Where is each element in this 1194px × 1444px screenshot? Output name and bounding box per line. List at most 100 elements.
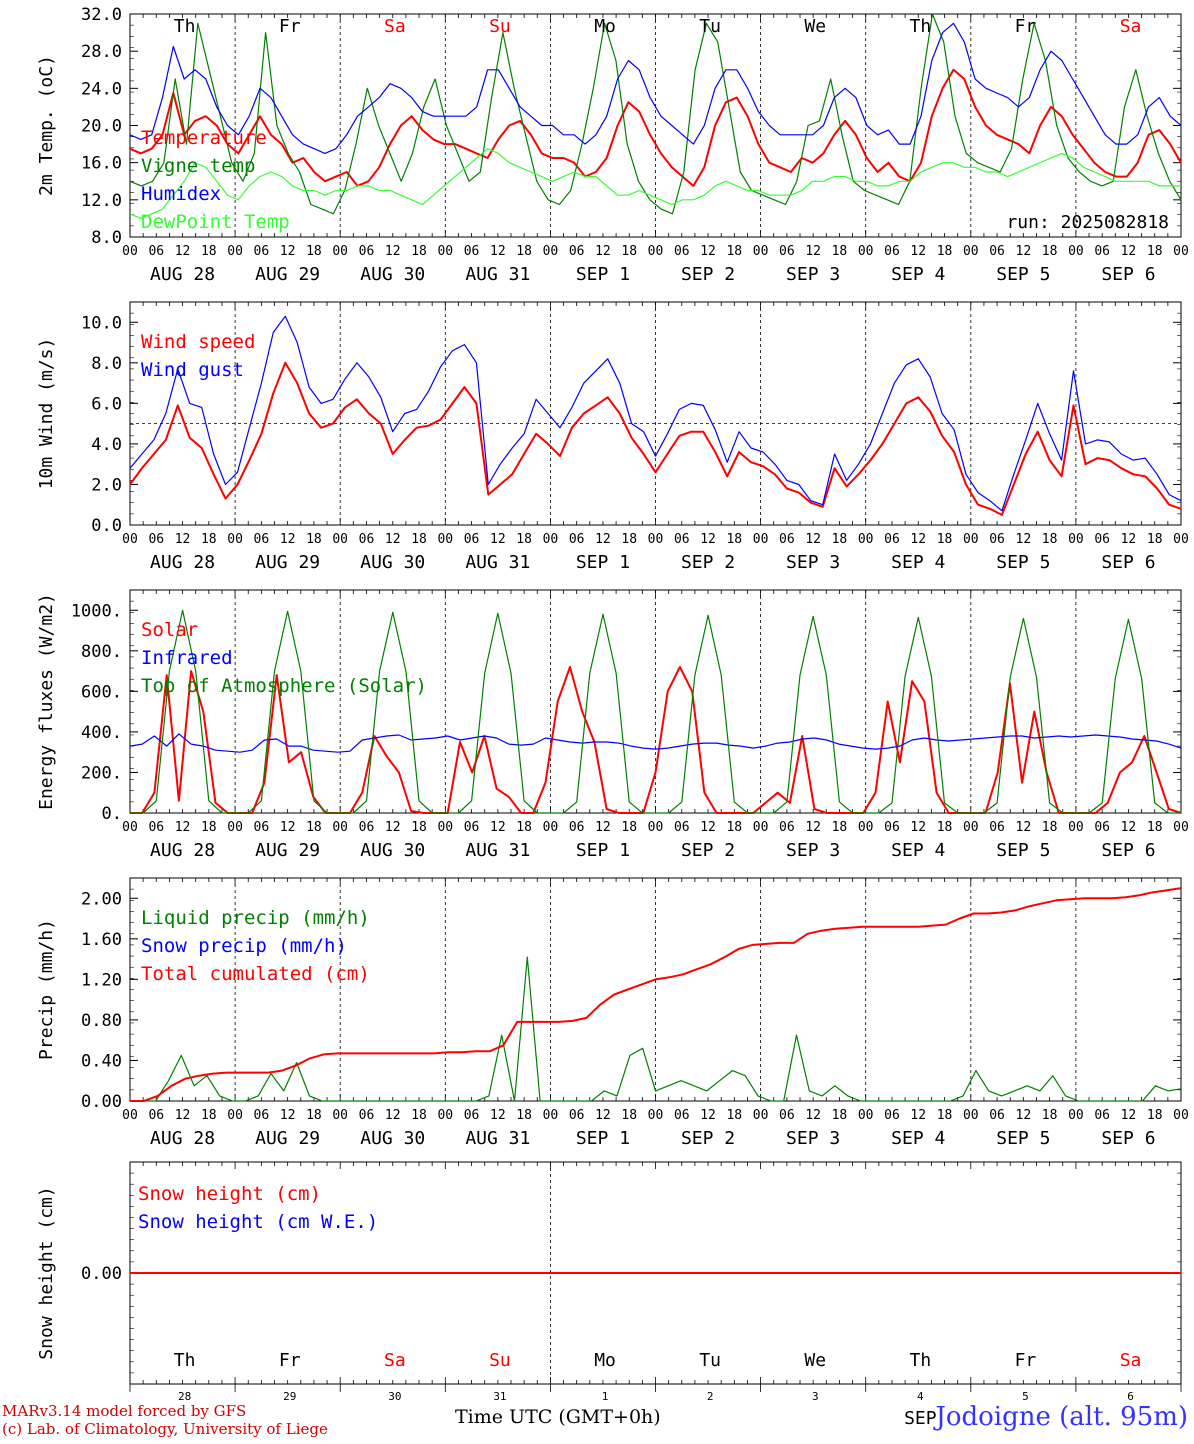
hour-label: 00	[1173, 1108, 1189, 1123]
hour-label: 06	[148, 820, 164, 835]
hour-label: 12	[805, 532, 821, 547]
hour-label: 12	[805, 244, 821, 259]
hour-label: 12	[1016, 244, 1032, 259]
day-name-label: Su	[489, 1350, 511, 1371]
y-tick-label: 0.	[102, 804, 122, 824]
series-line	[129, 22, 1182, 154]
date-label: AUG 31	[465, 552, 530, 573]
hour-label: 12	[1121, 1108, 1137, 1123]
hour-label: 06	[569, 820, 585, 835]
hour-label: 06	[884, 1108, 900, 1123]
date-label: AUG 30	[360, 264, 425, 285]
y-axis-title: Energy fluxes (W/m2)	[36, 593, 57, 810]
series-line	[130, 887, 1182, 1102]
hour-label: 12	[1016, 532, 1032, 547]
y-tick-label: 6.0	[91, 394, 122, 414]
hour-label: 18	[621, 1108, 637, 1123]
day-number-label: 31	[493, 1390, 506, 1403]
hour-label: 18	[306, 532, 322, 547]
legend-entry: Snow height (cm)	[138, 1183, 321, 1205]
hour-label: 18	[516, 1108, 532, 1123]
hour-label: 06	[569, 244, 585, 259]
hour-label: 06	[464, 532, 480, 547]
hour-label: 12	[280, 244, 296, 259]
date-label: SEP 2	[681, 552, 735, 573]
day-name-label: Tu	[699, 16, 721, 37]
panel-frame	[129, 301, 1182, 526]
series-line	[129, 361, 1182, 516]
hour-label: 00	[648, 244, 664, 259]
day-number-label: 28	[178, 1390, 191, 1403]
hour-label: 06	[254, 532, 270, 547]
hour-label: 06	[1094, 820, 1110, 835]
hour-label: 12	[595, 820, 611, 835]
hour-label: 06	[674, 1108, 690, 1123]
y-tick-label: 10.0	[81, 313, 122, 333]
hour-label: 12	[490, 532, 506, 547]
date-label: SEP 1	[576, 552, 630, 573]
hour-label: 12	[1121, 244, 1137, 259]
day-name-label: Th	[910, 1350, 932, 1371]
y-tick-label: 20.0	[81, 117, 122, 137]
hour-label: 06	[359, 532, 375, 547]
legend-entry: Humidex	[141, 183, 221, 205]
date-label: SEP 4	[891, 840, 945, 861]
hour-label: 18	[411, 244, 427, 259]
date-label: SEP 1	[576, 1128, 630, 1149]
hour-label: 06	[359, 1108, 375, 1123]
date-label: AUG 29	[255, 1128, 320, 1149]
day-name-label: Fr	[1015, 1350, 1037, 1371]
date-label: SEP 6	[1101, 552, 1155, 573]
hour-label: 12	[280, 820, 296, 835]
hour-label: 00	[753, 244, 769, 259]
date-label: AUG 28	[150, 840, 215, 861]
y-tick-label: 4.0	[91, 435, 122, 455]
hour-label: 00	[437, 532, 453, 547]
hour-label: 06	[254, 820, 270, 835]
hour-label: 18	[306, 244, 322, 259]
day-number-label: 1	[602, 1390, 609, 1403]
date-label: SEP 3	[786, 1128, 840, 1149]
hour-label: 12	[385, 532, 401, 547]
hour-label: 06	[779, 820, 795, 835]
y-tick-label: 16.0	[81, 154, 122, 174]
y-axis-title: 10m Wind (m/s)	[36, 338, 57, 490]
hour-label: 06	[674, 244, 690, 259]
hour-label: 06	[464, 820, 480, 835]
hour-label: 18	[201, 532, 217, 547]
day-name-label: Sa	[1120, 16, 1142, 37]
hour-label: 06	[148, 244, 164, 259]
y-tick-label: 1.60	[81, 930, 122, 950]
hour-label: 12	[175, 820, 191, 835]
day-name-label: Fr	[1015, 16, 1037, 37]
hour-label: 18	[1147, 532, 1163, 547]
station-name: Jodoigne (alt. 95m)	[935, 1402, 1188, 1432]
date-label: SEP 4	[891, 264, 945, 285]
hour-label: 00	[753, 820, 769, 835]
hour-label: 18	[1042, 820, 1058, 835]
y-tick-label: 0.0	[91, 516, 122, 536]
date-label: SEP 2	[681, 264, 735, 285]
hour-label: 06	[359, 820, 375, 835]
date-label: SEP 6	[1101, 840, 1155, 861]
y-tick-label: 2.0	[91, 475, 122, 495]
hour-label: 18	[937, 820, 953, 835]
hour-label: 12	[490, 820, 506, 835]
hour-label: 06	[674, 532, 690, 547]
hour-label: 18	[516, 820, 532, 835]
hour-label: 00	[963, 532, 979, 547]
hour-label: 18	[937, 1108, 953, 1123]
hour-label: 18	[621, 532, 637, 547]
series-line	[129, 148, 1181, 219]
hour-label: 12	[805, 1108, 821, 1123]
hour-label: 00	[1068, 532, 1084, 547]
series-line	[129, 315, 1182, 512]
hour-label: 00	[332, 820, 348, 835]
date-label: SEP 5	[996, 552, 1050, 573]
credit-model: MARv3.14 model forced by GFS	[2, 1402, 247, 1420]
legend-entry: Snow height (cm W.E.)	[138, 1211, 378, 1233]
hour-label: 18	[1147, 1108, 1163, 1123]
hour-label: 00	[122, 244, 138, 259]
series-line	[129, 68, 1182, 187]
date-label: AUG 31	[465, 264, 530, 285]
